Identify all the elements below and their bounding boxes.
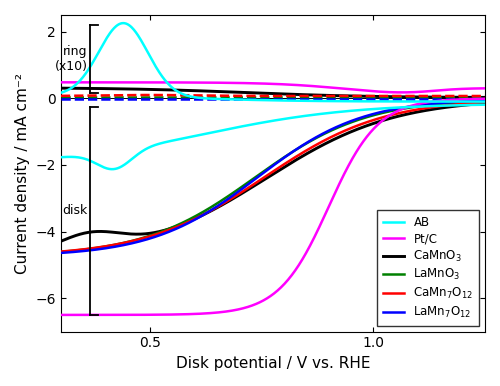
Y-axis label: Current density / mA cm⁻²: Current density / mA cm⁻²: [15, 73, 30, 274]
X-axis label: Disk potential / V vs. RHE: Disk potential / V vs. RHE: [176, 356, 370, 371]
Legend: AB, Pt/C, CaMnO$_3$, LaMnO$_3$, CaMn$_7$O$_{12}$, LaMn$_7$O$_{12}$: AB, Pt/C, CaMnO$_3$, LaMnO$_3$, CaMn$_7$…: [377, 210, 479, 326]
Text: ring
(x10): ring (x10): [54, 45, 88, 73]
Text: disk: disk: [62, 204, 88, 217]
